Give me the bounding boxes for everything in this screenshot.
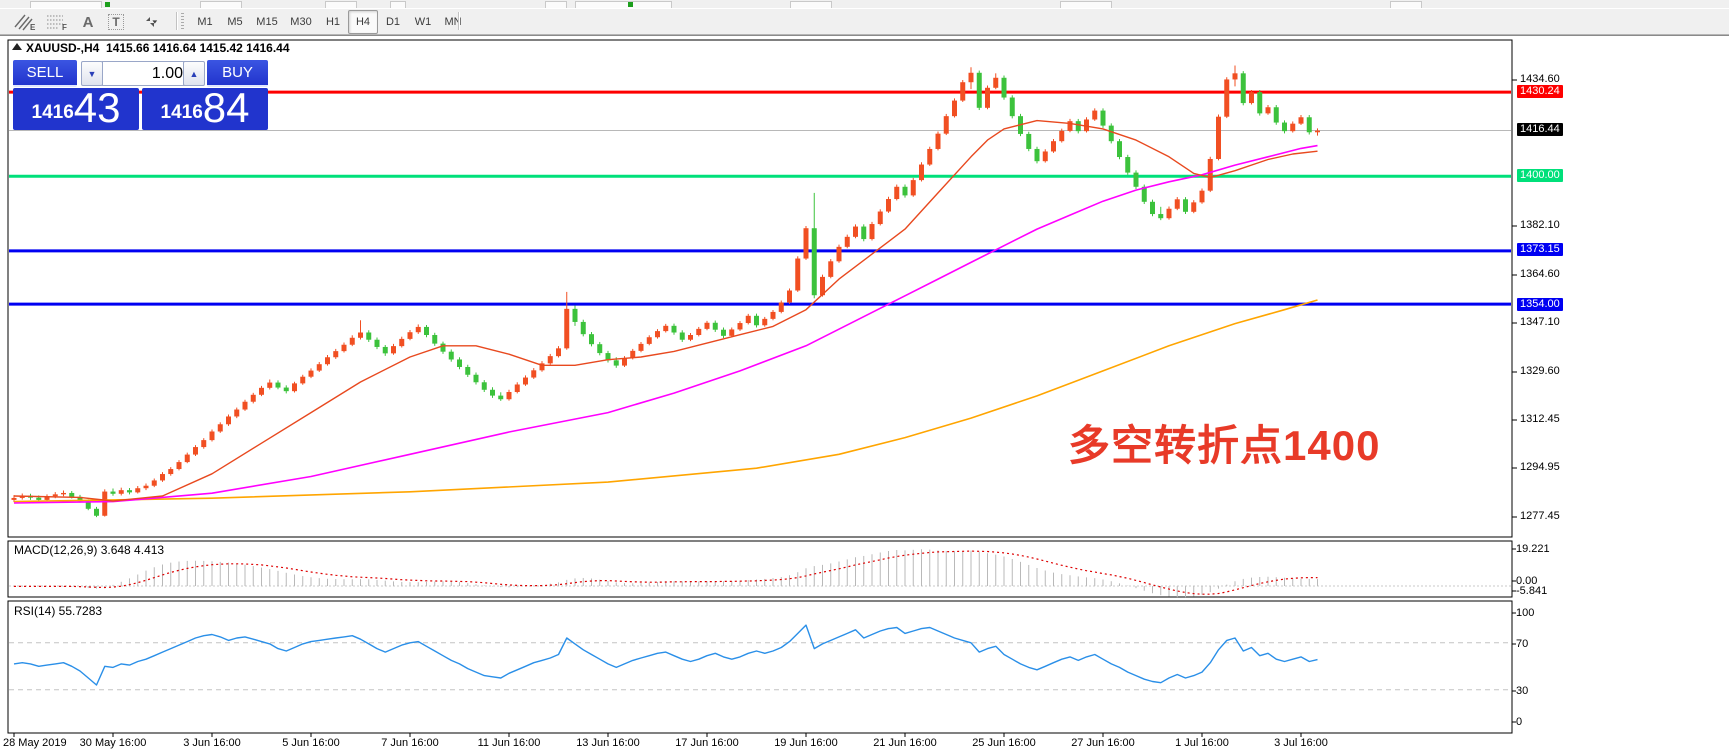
price-scale-label: 1373.15 [1517,243,1563,256]
time-scale-label: 25 Jun 16:00 [972,737,1036,749]
text-tool-icon: T [108,14,124,30]
clipped-toolbar-indicator [628,2,633,7]
timeframe-button-M15[interactable]: M15 [256,16,278,28]
sell-button[interactable]: SELL [13,60,77,87]
clipped-toolbar-fragment [1390,1,1422,8]
clipped-toolbar-fragment [390,1,406,8]
symbol-period-label: XAUUSD-,H4 [26,41,100,55]
price-scale-label: 1312.45 [1520,413,1560,425]
timeframe-button-D1[interactable]: D1 [385,16,401,28]
price-scale-label: 1277.45 [1520,510,1560,522]
buy-price-handle: 1416 [160,102,203,123]
text-label-icon: A [82,13,94,31]
arrows-tool-button[interactable] [130,10,172,34]
macd-label: MACD(12,26,9) 3.648 4.413 [14,543,165,557]
toolbar-drag-handle[interactable] [181,13,184,29]
toolbar-separator [458,12,459,30]
price-scale-label: 1294.95 [1520,461,1560,473]
main-toolbar: E F A T M1 M5 M15 M30 H1 H4 D1 W1 MN [0,9,1729,35]
chart-window [0,35,1729,756]
chart-title: XAUUSD-,H4 1415.66 1416.64 1415.42 1416.… [26,41,290,55]
clipped-toolbar-fragment [790,1,832,8]
time-scale-label: 21 Jun 16:00 [873,737,937,749]
time-scale-label: 11 Jun 16:00 [477,737,541,749]
time-scale-label: 7 Jun 16:00 [381,737,439,749]
svg-text:F: F [62,23,67,31]
ohlc-quote: 1415.66 1416.64 1415.42 1416.44 [106,41,290,55]
clipped-toolbar-indicator [105,2,110,7]
volume-value: 1.00 [151,64,183,82]
timeframe-button-H4[interactable]: H4 [348,10,378,34]
volume-decrease-button[interactable]: ▼ [81,61,103,86]
toolbar-separator [176,12,177,30]
rsi-scale-label: 0 [1516,716,1523,728]
timeframe-button-M1[interactable]: M1 [197,16,213,28]
price-scale-label: 1364.60 [1520,268,1560,280]
buy-price-box[interactable]: 1416 84 [142,84,268,131]
price-scale-label: 1400.00 [1517,169,1563,182]
chart-annotation-text: 多空转折点1400 [1068,422,1381,469]
rsi-scale-label: 30 [1516,685,1529,697]
rsi-scale-label: 100 [1516,607,1535,619]
clipped-toolbar-fragment [545,1,567,8]
price-scale-label: 1354.00 [1517,298,1563,311]
timeframe-button-M5[interactable]: M5 [227,16,243,28]
spin-up-icon: ▲ [189,68,199,79]
time-scale-label: 19 Jun 16:00 [774,737,838,749]
volume-increase-button[interactable]: ▲ [183,61,205,86]
timeframe-button-W1[interactable]: W1 [414,16,432,28]
clipped-toolbar-fragment [1060,1,1112,8]
buy-button-label: BUY [222,64,253,81]
time-scale-label: 27 Jun 16:00 [1071,737,1135,749]
timeframe-button-M30[interactable]: M30 [290,16,312,28]
collapse-panel-arrow-icon[interactable] [12,43,22,50]
time-scale-label: 5 Jun 16:00 [282,737,340,749]
time-scale-label: 28 May 2019 [3,737,67,749]
sell-price-box[interactable]: 1416 43 [13,84,139,131]
clipped-toolbar-fragment [325,1,357,8]
text-label-tool-button[interactable]: A [74,10,102,34]
svg-text:E: E [30,23,36,31]
sell-price-pips: 43 [73,84,121,131]
time-scale-label: 1 Jul 16:00 [1175,737,1229,749]
price-scale-label: 1430.24 [1517,85,1563,98]
time-scale-label: 30 May 16:00 [79,737,147,749]
buy-price-pips: 84 [202,84,250,131]
timeframe-button-MN[interactable]: MN [444,16,462,28]
fibonacci-tool-button[interactable]: F [42,10,72,34]
price-scale-label: 1329.60 [1520,365,1560,377]
sell-button-label: SELL [26,64,64,81]
clipped-toolbar-fragment [30,1,102,8]
price-scale-label: 1347.10 [1520,316,1560,328]
text-tool-button[interactable]: T [102,10,130,34]
macd-scale-label: 0.00 [1516,575,1538,587]
buy-button[interactable]: BUY [207,60,268,87]
time-scale-label: 3 Jul 16:00 [1274,737,1328,749]
sell-price-handle: 1416 [31,102,74,123]
time-scale-label: 3 Jun 16:00 [183,737,241,749]
price-scale-label: 1382.10 [1520,219,1560,231]
clipped-toolbar-strip [0,0,1729,9]
price-scale-label: 1434.60 [1520,73,1560,85]
line-studies-tool-button[interactable]: E [10,10,40,34]
spin-down-icon: ▼ [87,68,97,79]
macd-scale-label: 19.221 [1516,543,1550,555]
timeframe-button-H1[interactable]: H1 [325,16,341,28]
clipped-toolbar-fragment [575,1,672,8]
macd-scale-label: -5.841 [1516,585,1548,597]
clipped-toolbar-fragment [200,1,242,8]
arrows-icon [146,17,158,27]
fibonacci-icon: F [47,15,67,31]
time-scale-label: 13 Jun 16:00 [576,737,640,749]
line-studies-icon: E [14,14,36,31]
rsi-scale-label: 70 [1516,638,1529,650]
time-scale-label: 17 Jun 16:00 [675,737,739,749]
price-scale-label: 1416.44 [1517,123,1563,136]
rsi-label: RSI(14) 55.7283 [14,604,103,618]
volume-input[interactable]: 1.00 [102,61,188,86]
